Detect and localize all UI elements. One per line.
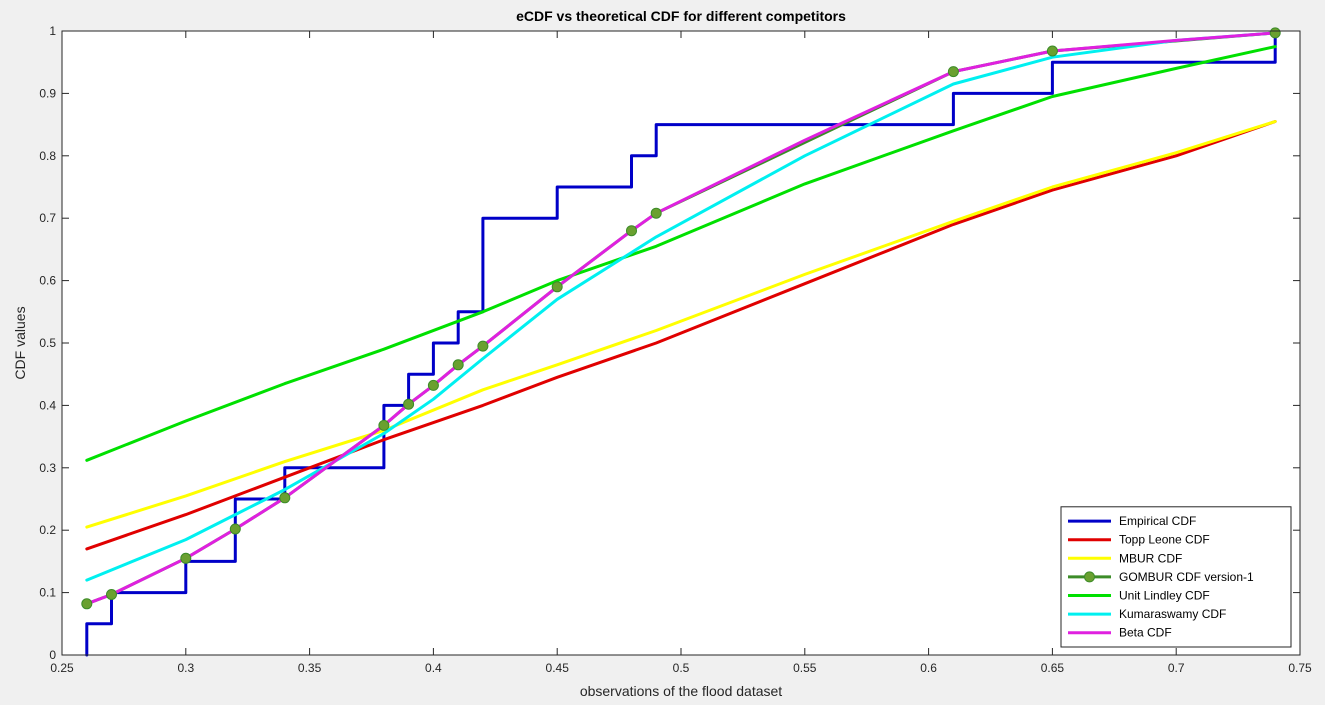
series-layer bbox=[81, 27, 1281, 657]
x-tick-label: 0.65 bbox=[1041, 661, 1065, 675]
legend-label: GOMBUR CDF version-1 bbox=[1119, 570, 1254, 584]
x-tick-label: 0.3 bbox=[177, 661, 194, 675]
legend: Empirical CDF Topp Leone CDF MBUR CDF GOMBU… bbox=[1060, 506, 1292, 648]
x-tick-label: 0.45 bbox=[546, 661, 570, 675]
y-tick-label: 0.7 bbox=[39, 211, 56, 225]
legend-label: Kumaraswamy CDF bbox=[1119, 607, 1226, 621]
y-tick-label: 0.3 bbox=[39, 461, 56, 475]
x-axis-title: observations of the flood dataset bbox=[580, 683, 782, 699]
y-tick-label: 0.6 bbox=[39, 274, 56, 288]
legend-label: Empirical CDF bbox=[1119, 514, 1196, 528]
y-tick-label: 0.5 bbox=[39, 336, 56, 350]
x-tick-label: 0.35 bbox=[298, 661, 322, 675]
series-line-topp-leone-cdf bbox=[85, 120, 1277, 551]
y-tick-label: 0.2 bbox=[39, 523, 56, 537]
data-point-marker bbox=[427, 379, 439, 391]
data-point-marker bbox=[229, 523, 241, 535]
data-point-marker bbox=[106, 589, 117, 600]
legend-label: MBUR CDF bbox=[1119, 551, 1182, 565]
x-tick-label: 0.6 bbox=[920, 661, 937, 675]
series-line-mbur-cdf bbox=[85, 120, 1277, 529]
x-tick-label: 0.4 bbox=[425, 661, 442, 675]
y-tick-label: 0.8 bbox=[39, 149, 56, 163]
legend-label: Topp Leone CDF bbox=[1119, 533, 1210, 547]
axes-layer: 0.25 0.3 0.35 0.4 0.45 0.5 0.55 0.6 0.65 0.7 0.75 0… bbox=[39, 24, 1312, 675]
series-line-empirical-cdf bbox=[85, 29, 1277, 657]
series-line-kumaraswamy-cdf bbox=[85, 31, 1277, 582]
data-point-marker bbox=[81, 598, 93, 610]
y-tick-label: 0.9 bbox=[39, 86, 56, 100]
y-tick-label: 0 bbox=[49, 648, 56, 662]
series-line-unit-lindley-cdf bbox=[85, 45, 1277, 462]
data-point-marker bbox=[180, 552, 192, 564]
series-line-beta-cdf bbox=[85, 31, 1277, 606]
x-tick-label: 0.25 bbox=[50, 661, 74, 675]
y-tick-label: 0.1 bbox=[39, 586, 56, 600]
y-axis-title: CDF values bbox=[12, 306, 28, 379]
data-point-marker bbox=[279, 492, 291, 504]
data-point-marker bbox=[477, 340, 489, 352]
data-point-marker bbox=[452, 359, 464, 371]
x-tick-label: 0.5 bbox=[673, 661, 690, 675]
data-point-marker bbox=[1046, 45, 1058, 57]
data-point-marker bbox=[378, 419, 390, 431]
y-tick-label: 0.4 bbox=[39, 398, 56, 412]
data-point-marker bbox=[650, 207, 662, 219]
data-point-marker bbox=[947, 66, 959, 78]
data-point-marker bbox=[403, 398, 415, 410]
legend-label: Unit Lindley CDF bbox=[1119, 589, 1210, 603]
chart-title: eCDF vs theoretical CDF for different co… bbox=[516, 8, 846, 24]
legend-label: Beta CDF bbox=[1119, 626, 1172, 640]
x-tick-label: 0.55 bbox=[793, 661, 817, 675]
y-tick-label: 1 bbox=[49, 24, 56, 38]
x-tick-label: 0.7 bbox=[1168, 661, 1185, 675]
data-point-marker bbox=[1269, 27, 1281, 39]
data-point-marker bbox=[551, 281, 563, 293]
data-point-marker bbox=[626, 225, 637, 237]
legend-marker bbox=[1084, 571, 1095, 583]
x-tick-label: 0.75 bbox=[1288, 661, 1312, 675]
